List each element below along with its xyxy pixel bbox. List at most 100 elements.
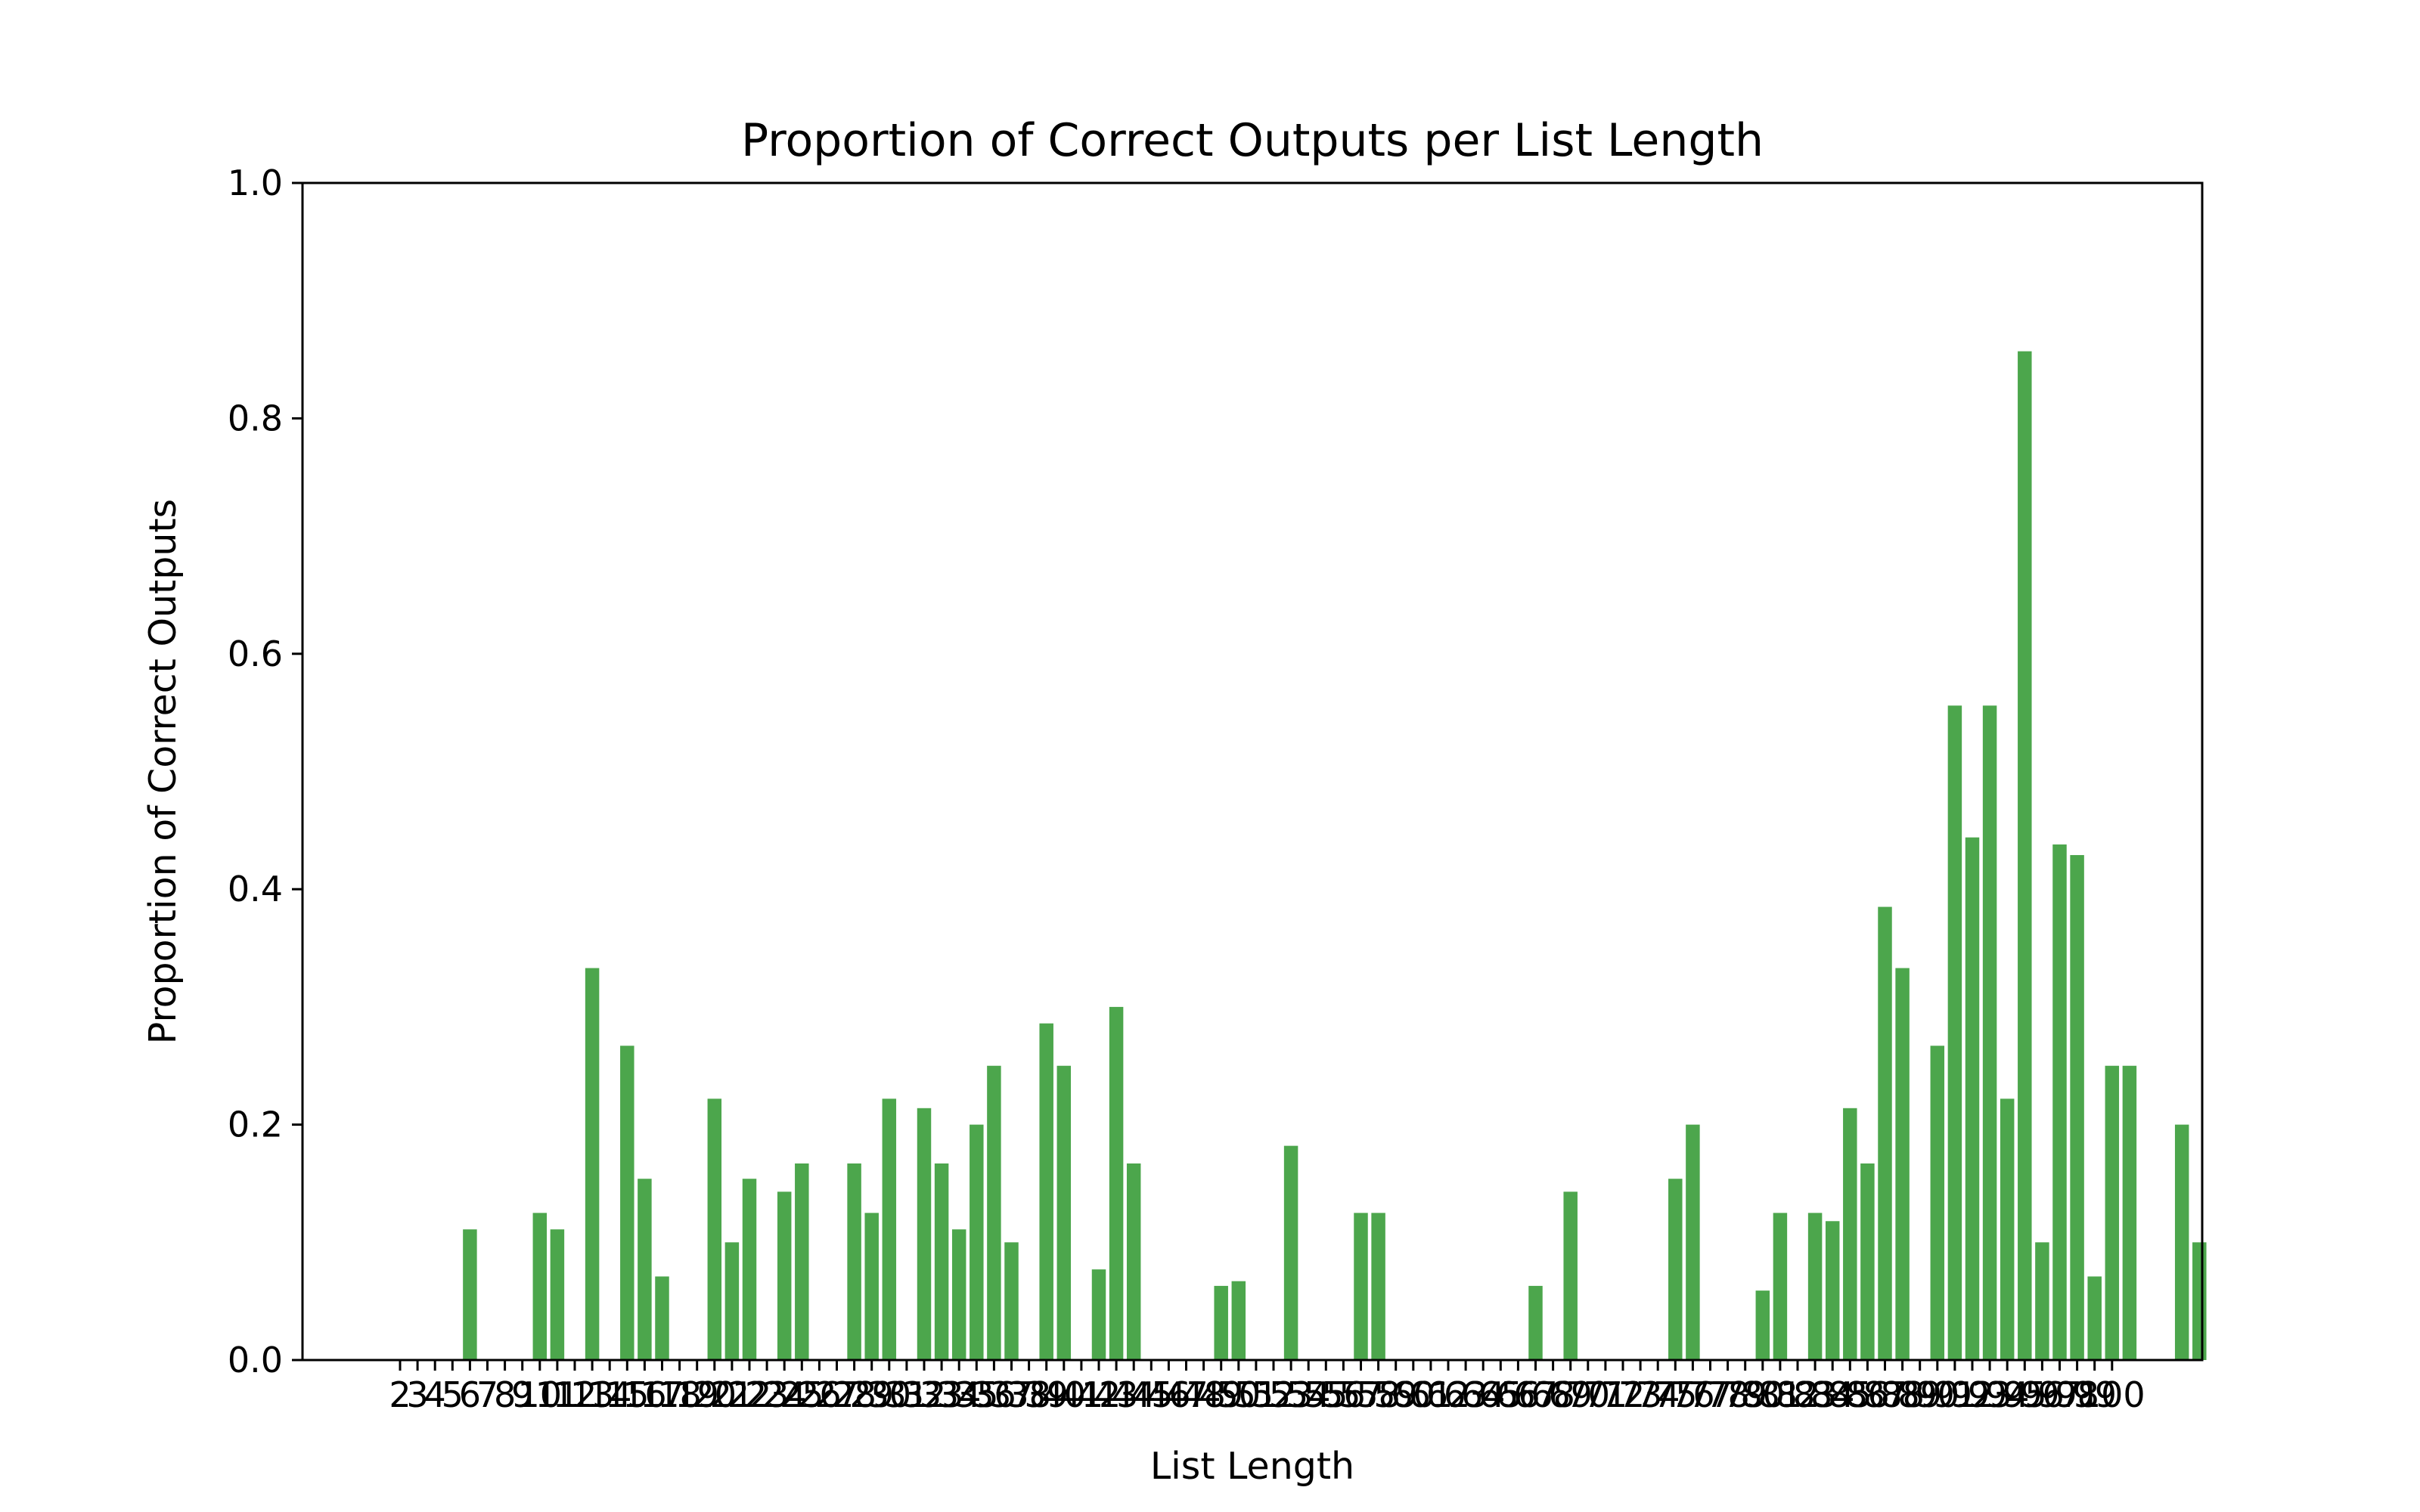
x-tick-label-36: 36 (972, 1374, 1016, 1415)
bar-93 (1982, 705, 1997, 1360)
x-tick-label-49: 49 (1199, 1374, 1243, 1415)
x-tick-label-24: 24 (762, 1374, 807, 1415)
x-tick-label-69: 69 (1548, 1374, 1593, 1415)
y-tick-label-0.4: 0.4 (228, 869, 283, 909)
chart-title: Proportion of Correct Outputs per List L… (741, 114, 1764, 167)
bar-21 (724, 1242, 740, 1360)
x-tick-label-11: 11 (535, 1374, 580, 1415)
x-tick-label-5: 5 (442, 1374, 464, 1415)
bar-81 (1773, 1213, 1788, 1361)
bar-11 (550, 1229, 565, 1360)
x-tick-label-50: 50 (1217, 1374, 1261, 1415)
x-tick-label-14: 14 (588, 1374, 632, 1415)
bar-83 (1807, 1213, 1823, 1361)
bar-17 (655, 1276, 669, 1360)
y-tick-label-0.8: 0.8 (228, 398, 283, 438)
x-tick-label-60: 60 (1392, 1374, 1436, 1415)
x-tick-label-30: 30 (867, 1374, 912, 1415)
x-tick-label-4: 4 (424, 1374, 446, 1415)
x-tick-label-54: 54 (1286, 1374, 1331, 1415)
bar-24 (777, 1191, 792, 1360)
x-tick-label-74: 74 (1636, 1374, 1680, 1415)
x-tick-label-88: 88 (1880, 1374, 1925, 1415)
bar-92 (1965, 837, 1980, 1360)
bar-36 (987, 1065, 1001, 1360)
x-tick-label-81: 81 (1758, 1374, 1803, 1415)
x-tick-label-12: 12 (553, 1374, 597, 1415)
bar-88 (1895, 968, 1910, 1360)
bar-40 (1056, 1065, 1072, 1360)
y-tick-label-1.0: 1.0 (228, 163, 283, 203)
bar-25 (795, 1163, 809, 1360)
bar-49 (1214, 1285, 1228, 1360)
x-tick-label-7: 7 (476, 1374, 498, 1415)
x-tick-label-63: 63 (1444, 1374, 1488, 1415)
x-tick-label-65: 65 (1478, 1374, 1523, 1415)
bar-69 (1563, 1191, 1578, 1360)
bar-undefined (2192, 1242, 2207, 1360)
x-tick-label-70: 70 (1566, 1374, 1611, 1415)
x-tick-label-56: 56 (1321, 1374, 1366, 1415)
x-tick-label-22: 22 (728, 1374, 772, 1415)
bar-58 (1371, 1213, 1385, 1361)
bar-43 (1109, 1006, 1124, 1360)
x-tick-label-98: 98 (2055, 1374, 2099, 1415)
x-tick-label-40: 40 (1042, 1374, 1087, 1415)
x-tick-label-100: 100 (2079, 1374, 2145, 1415)
x-tick-label-90: 90 (1916, 1374, 1960, 1415)
x-tick-label-87: 87 (1863, 1374, 1907, 1415)
bar-29 (864, 1213, 879, 1361)
x-tick-label-82: 82 (1776, 1374, 1820, 1415)
bar-undefined (2174, 1124, 2189, 1360)
x-tick-label-42: 42 (1077, 1374, 1122, 1415)
x-tick-label-77: 77 (1688, 1374, 1733, 1415)
x-tick-label-73: 73 (1618, 1374, 1663, 1415)
bar-13 (585, 968, 600, 1360)
x-tick-label-91: 91 (1933, 1374, 1978, 1415)
bar-42 (1091, 1269, 1106, 1360)
y-axis-label: Proportion of Correct Outputs (141, 499, 185, 1044)
x-tick-label-18: 18 (657, 1374, 702, 1415)
bar-37 (1004, 1242, 1019, 1360)
x-tick-label-13: 13 (570, 1374, 615, 1415)
bar-85 (1843, 1108, 1857, 1360)
x-tick-label-80: 80 (1741, 1374, 1786, 1415)
x-tick-label-53: 53 (1269, 1374, 1314, 1415)
bar-10 (532, 1213, 548, 1361)
x-tick-label-8: 8 (494, 1374, 516, 1415)
x-tick-label-20: 20 (693, 1374, 737, 1415)
bar-90 (1930, 1046, 1945, 1360)
x-tick-label-93: 93 (1968, 1374, 2012, 1415)
x-tick-label-85: 85 (1828, 1374, 1872, 1415)
bar-39 (1039, 1023, 1053, 1360)
bar-50 (1231, 1281, 1246, 1360)
x-tick-label-64: 64 (1461, 1374, 1506, 1415)
x-tick-label-67: 67 (1513, 1374, 1558, 1415)
x-tick-label-72: 72 (1601, 1374, 1646, 1415)
x-tick-label-86: 86 (1845, 1374, 1890, 1415)
x-tick-label-68: 68 (1531, 1374, 1575, 1415)
plot-frame (301, 181, 2204, 1362)
y-axis: 0.0 0.2 0.4 0.6 0.8 1.0 (228, 163, 302, 1380)
x-tick-label-38: 38 (1007, 1374, 1051, 1415)
bar-34 (951, 1229, 966, 1360)
y-tick-label-0.2: 0.2 (228, 1105, 283, 1145)
y-tick-label-0.0: 0.0 (228, 1340, 283, 1380)
bar-44 (1126, 1163, 1141, 1360)
x-tick-label-2: 2 (389, 1374, 411, 1415)
x-tick-label-15: 15 (605, 1374, 650, 1415)
x-tick-label-9: 9 (511, 1374, 533, 1415)
bar-87 (1878, 906, 1892, 1360)
bar-20 (707, 1098, 722, 1360)
x-tick-label-3: 3 (406, 1374, 428, 1415)
bar-96 (2035, 1242, 2049, 1360)
x-tick-label-39: 39 (1024, 1374, 1069, 1415)
bar-53 (1283, 1145, 1298, 1360)
bar-57 (1354, 1213, 1368, 1361)
bar-75 (1668, 1179, 1683, 1360)
bar-35 (970, 1124, 984, 1360)
bar-32 (917, 1108, 932, 1360)
x-tick-label-21: 21 (710, 1374, 755, 1415)
x-tick-label-52: 52 (1252, 1374, 1296, 1415)
